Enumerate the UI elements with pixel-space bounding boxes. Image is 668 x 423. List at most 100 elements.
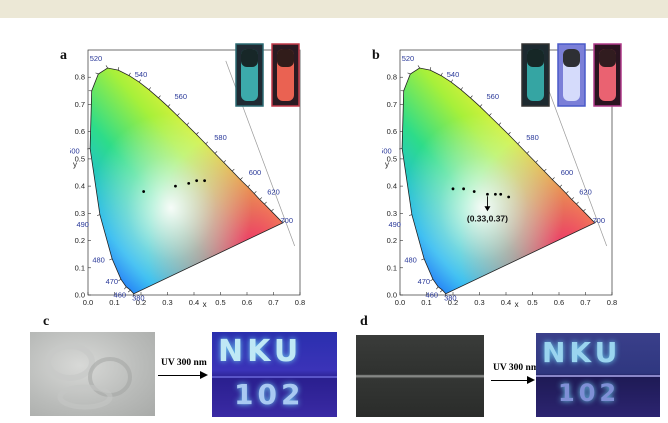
wavelength-label: 600 — [561, 168, 574, 177]
locus-tick — [117, 67, 120, 71]
locus-tick — [128, 72, 131, 76]
locus-tick — [148, 87, 152, 90]
locus-tick — [436, 286, 439, 290]
y-tick-label: 0.1 — [387, 263, 397, 272]
locus-tick — [440, 72, 443, 76]
arrow-c — [158, 375, 202, 377]
x-tick-label: 0.2 — [448, 298, 458, 307]
panel-label-d: d — [360, 314, 368, 329]
locus-tick — [571, 197, 575, 200]
locus-tick — [223, 160, 227, 163]
fold-line-c — [212, 376, 337, 378]
locus-tick — [535, 160, 539, 163]
locus-tick — [205, 141, 209, 145]
y-tick-label: 0.5 — [387, 154, 397, 163]
y-axis-label: y — [73, 160, 77, 169]
cie-chart-b: 0.0 0.1 0.2 0.3 0.4 0.5 0.6 0.7 0.8 0.0 0.1 0.2 0.3 0… — [382, 43, 622, 309]
x-tick-label: 0.4 — [189, 298, 199, 307]
locus-tick — [109, 258, 113, 261]
cie-gamut-white — [89, 67, 284, 294]
wavelength-label: 470 — [106, 277, 119, 286]
wavelength-label: 480 — [404, 255, 417, 264]
x-tick-label: 0.1 — [421, 298, 431, 307]
y-tick-label: 0.2 — [75, 236, 85, 245]
locus-tick — [594, 220, 598, 224]
x-tick-label: 0.7 — [268, 298, 278, 307]
locus-tick — [138, 79, 142, 83]
x-tick-label: 0.3 — [162, 298, 172, 307]
wavelength-label: 470 — [418, 277, 431, 286]
panel-label-b: b — [372, 48, 380, 63]
data-point — [499, 192, 503, 196]
data-point — [142, 190, 146, 193]
locus-tick — [264, 201, 267, 205]
locus-tick — [417, 65, 420, 69]
x-axis-label: x — [203, 300, 207, 309]
wavelength-label: 490 — [76, 220, 89, 229]
data-point — [203, 179, 207, 183]
locus-tick — [408, 214, 413, 216]
locus-tick — [95, 72, 99, 75]
y-tick-label: 0.2 — [387, 236, 397, 245]
y-tick-label: 0.0 — [75, 291, 85, 300]
locus-tick — [167, 104, 171, 107]
wavelength-label: 460 — [114, 291, 127, 300]
locus-tick — [460, 87, 464, 90]
uv-label-c: UV 300 nm — [161, 358, 207, 368]
locus-tick — [247, 184, 251, 188]
x-tick-label: 0.5 — [527, 298, 537, 307]
wrinkle-pattern — [45, 343, 132, 410]
locus-tick — [552, 177, 555, 180]
data-point — [187, 181, 191, 185]
x-tick-label: 0.0 — [83, 298, 93, 307]
y-tick-label: 0.6 — [75, 127, 85, 136]
arrow-d — [491, 380, 529, 382]
locus-tick — [231, 168, 235, 172]
cie-gamut-white — [401, 67, 596, 294]
y-tick-label: 0.8 — [387, 73, 397, 82]
wavelength-label: 380 — [132, 293, 145, 302]
locus-tick — [214, 151, 218, 154]
vial-top — [277, 49, 294, 67]
data-point — [195, 179, 199, 183]
x-tick-label: 0.8 — [295, 298, 305, 307]
data-point — [174, 184, 177, 188]
locus-tick — [450, 79, 454, 83]
x-tick-label: 0.0 — [395, 298, 405, 307]
locus-tick — [196, 132, 199, 135]
vial-top — [527, 49, 544, 67]
wavelength-label: 600 — [249, 168, 262, 177]
fold-line-d — [536, 375, 660, 377]
photo-daylight-d — [356, 335, 484, 417]
locus-tick — [186, 122, 190, 126]
data-point — [462, 187, 465, 191]
data-point — [494, 192, 497, 196]
wavelength-label: 700 — [592, 216, 605, 225]
locus-tick — [96, 214, 101, 216]
y-tick-label: 0.8 — [75, 73, 85, 82]
y-tick-label: 0.3 — [387, 209, 397, 218]
x-tick-label: 0.7 — [580, 298, 590, 307]
wavelength-label: 380 — [444, 293, 457, 302]
locus-tick — [127, 289, 131, 293]
x-axis-label: x — [515, 300, 519, 309]
y-tick-label: 0.0 — [387, 291, 397, 300]
wavelength-label: 540 — [447, 70, 460, 79]
data-point — [507, 195, 511, 199]
uv-text-row1-c: NKU — [218, 334, 303, 369]
annotation-label: (0.33,0.37) — [467, 213, 508, 223]
wavelength-label: 540 — [135, 70, 148, 79]
locus-tick — [429, 67, 432, 71]
locus-tick — [498, 122, 502, 126]
wavelength-label: 560 — [174, 92, 187, 101]
locus-tick — [439, 289, 443, 293]
wavelength-label: 490 — [388, 220, 401, 229]
locus-tick — [253, 191, 257, 194]
locus-tick — [508, 132, 511, 135]
locus-tick — [158, 95, 161, 99]
x-tick-label: 0.6 — [554, 298, 564, 307]
photo-daylight-c — [30, 332, 155, 416]
locus-tick — [282, 220, 286, 224]
locus-tick — [576, 201, 579, 205]
x-tick-label: 0.6 — [242, 298, 252, 307]
